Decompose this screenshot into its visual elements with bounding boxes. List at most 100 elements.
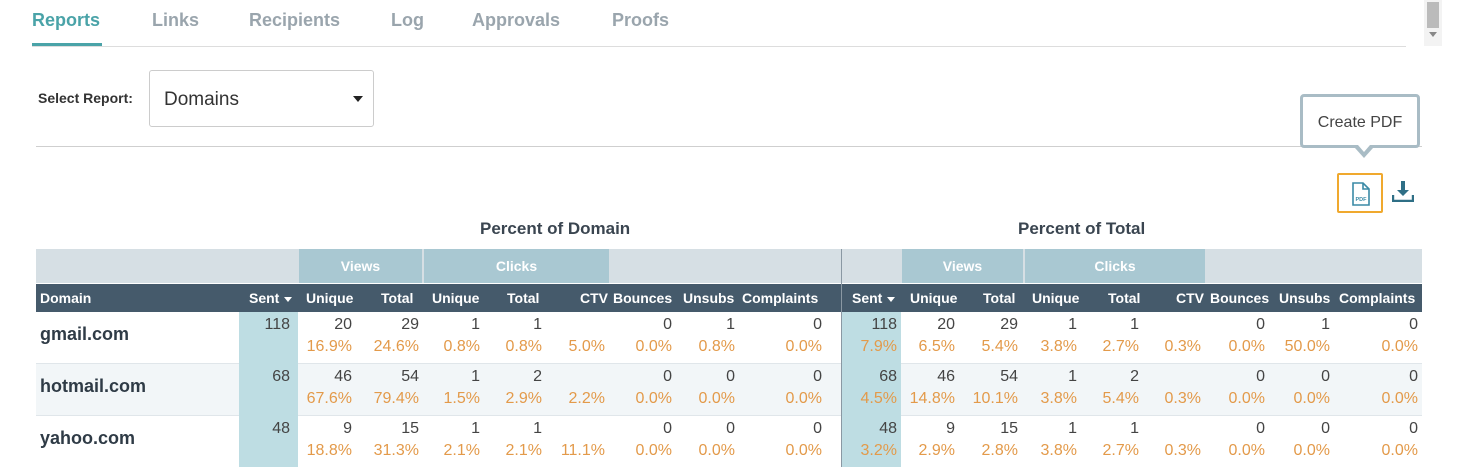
col-views-total-left[interactable]: Total [381, 290, 414, 306]
unsubs-percent-total: 0.0% [1293, 390, 1330, 407]
percent-of-total-title: Percent of Total [1018, 219, 1146, 238]
col-clicks-total-left[interactable]: Total [507, 290, 540, 306]
clicks-group-left: Clicks [424, 249, 609, 283]
c_unique-count-total: 1 [1068, 420, 1077, 437]
col-views-total-right[interactable]: Total [983, 290, 1016, 306]
v_total-percent-total: 10.1% [972, 390, 1018, 407]
c_total-count-total: 2 [1130, 368, 1139, 385]
col-complaints-right[interactable]: Complaints [1339, 290, 1416, 306]
sent-count-total: 68 [879, 368, 897, 385]
complaints-percent-total: 0.0% [1381, 442, 1418, 459]
v_unique-count-total: 46 [937, 368, 955, 385]
section-divider [841, 249, 842, 467]
tab-links[interactable]: Links [152, 10, 200, 30]
col-ctv-left[interactable]: CTV [580, 290, 608, 306]
v_unique-count: 46 [334, 368, 352, 385]
create-pdf-button[interactable]: PDF [1337, 173, 1383, 213]
caret-down-icon [353, 96, 363, 102]
domain-name[interactable]: yahoo.com [40, 428, 136, 448]
report-select[interactable]: Domains [149, 70, 374, 127]
tooltip-arrow-inner [1358, 145, 1370, 152]
v_unique-percent: 18.8% [306, 442, 352, 459]
domain-name[interactable]: gmail.com [40, 324, 130, 344]
complaints-count-total: 0 [1409, 316, 1418, 333]
col-unsubs-left[interactable]: Unsubs [683, 290, 735, 306]
sent-count-total: 48 [879, 420, 897, 437]
row-divider [36, 415, 1422, 416]
sent-percent-total: 3.2% [860, 442, 897, 459]
sent-column-left [239, 312, 298, 467]
col-views-unique-right[interactable]: Unique [910, 290, 958, 306]
c_unique-percent: 2.1% [443, 442, 480, 459]
scrollbar[interactable] [1424, 0, 1442, 46]
c_total-count: 1 [533, 420, 542, 437]
pdf-icon-label: PDF [1356, 197, 1368, 203]
v_unique-percent-total: 6.5% [918, 338, 955, 355]
bounces-count-total: 0 [1256, 316, 1265, 333]
v_total-percent: 24.6% [373, 338, 419, 355]
tab-proofs[interactable]: Proofs [612, 10, 670, 30]
v_total-count: 15 [401, 420, 419, 437]
c_total-percent: 2.1% [505, 442, 542, 459]
c_unique-count-total: 1 [1068, 316, 1077, 333]
unsubs-count-total: 0 [1321, 420, 1330, 437]
download-button[interactable] [1391, 180, 1415, 207]
v_unique-count: 9 [343, 420, 352, 437]
col-bounces-left[interactable]: Bounces [613, 290, 673, 306]
col-sent-label: Sent [852, 290, 883, 306]
complaints-count: 0 [813, 316, 822, 333]
ctv-percent-total: 0.3% [1164, 442, 1201, 459]
v_total-count: 54 [401, 368, 419, 385]
c_total-percent: 0.8% [505, 338, 542, 355]
col-sent-left[interactable]: Sent [249, 284, 293, 312]
v_unique-count-total: 9 [946, 420, 955, 437]
tab-recipients[interactable]: Recipients [249, 10, 341, 30]
c_total-count-total: 1 [1130, 316, 1139, 333]
c_total-percent: 2.9% [505, 390, 542, 407]
sort-desc-icon [284, 296, 293, 302]
tab-log[interactable]: Log [391, 10, 424, 30]
col-clicks-unique-left[interactable]: Unique [432, 290, 480, 306]
bounces-count: 0 [663, 316, 672, 333]
c_unique-percent: 1.5% [443, 390, 480, 407]
tab-reports[interactable]: Reports [32, 10, 101, 30]
c_unique-count-total: 1 [1068, 368, 1077, 385]
ctv-percent-total: 0.3% [1164, 338, 1201, 355]
col-sent-right[interactable]: Sent [852, 284, 896, 312]
complaints-percent: 0.0% [785, 390, 822, 407]
c_unique-percent: 0.8% [443, 338, 480, 355]
ctv-percent: 2.2% [568, 390, 605, 407]
c_total-percent-total: 2.7% [1102, 338, 1139, 355]
complaints-percent-total: 0.0% [1381, 390, 1418, 407]
v_unique-percent-total: 2.9% [918, 442, 955, 459]
unsubs-percent-total: 0.0% [1293, 442, 1330, 459]
v_total-count: 29 [401, 316, 419, 333]
complaints-count-total: 0 [1409, 420, 1418, 437]
bounces-count: 0 [663, 420, 672, 437]
percent-of-domain-title: Percent of Domain [480, 219, 631, 238]
tab-approvals[interactable]: Approvals [472, 10, 561, 30]
bounces-percent-total: 0.0% [1228, 442, 1265, 459]
col-bounces-right[interactable]: Bounces [1210, 290, 1270, 306]
unsubs-count-total: 1 [1321, 316, 1330, 333]
ctv-percent: 5.0% [568, 338, 605, 355]
c_unique-percent-total: 3.8% [1040, 390, 1077, 407]
col-clicks-unique-right[interactable]: Unique [1032, 290, 1080, 306]
ctv-percent-total: 0.3% [1164, 390, 1201, 407]
col-complaints-left[interactable]: Complaints [742, 290, 819, 306]
col-ctv-right[interactable]: CTV [1176, 290, 1204, 306]
bounces-count-total: 0 [1256, 420, 1265, 437]
bounces-percent: 0.0% [635, 390, 672, 407]
domain-name[interactable]: hotmail.com [40, 376, 147, 396]
scroll-down-arrow-icon[interactable] [1429, 32, 1437, 37]
sent-value: 68 [272, 368, 290, 385]
unsubs-percent: 0.8% [698, 338, 735, 355]
v_total-percent-total: 2.8% [981, 442, 1018, 459]
col-views-unique-left[interactable]: Unique [306, 290, 354, 306]
col-clicks-total-right[interactable]: Total [1108, 290, 1141, 306]
col-domain[interactable]: Domain [40, 290, 92, 306]
scrollbar-thumb[interactable] [1427, 2, 1439, 28]
col-unsubs-right[interactable]: Unsubs [1279, 290, 1331, 306]
unsubs-count: 1 [726, 316, 735, 333]
v_total-percent: 31.3% [373, 442, 419, 459]
